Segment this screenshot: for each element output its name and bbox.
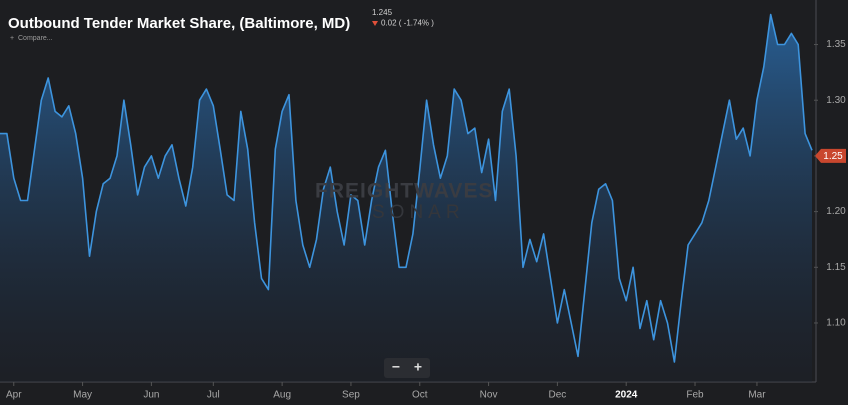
watermark: SONAR — [372, 202, 465, 223]
change: 0.02 ( -1.74% ) — [381, 19, 434, 28]
x-tick-label: Nov — [480, 390, 498, 401]
x-tick-label: Jul — [207, 390, 220, 401]
y-tick-label: 1.10 — [826, 318, 846, 329]
x-tick-label: Aug — [273, 390, 291, 401]
area — [0, 14, 812, 382]
x-tick-label: Oct — [412, 390, 428, 401]
header-value: 1.245 — [372, 8, 393, 17]
plot — [0, 0, 818, 386]
down-arrow — [372, 21, 378, 26]
line — [0, 13, 813, 363]
y-tick-label: 1.35 — [826, 39, 846, 50]
x-tick-label: May — [73, 390, 92, 401]
x-tick-label: Sep — [342, 390, 360, 401]
x-tick-label: Mar — [748, 390, 766, 401]
watermark: FREIGHTWAVES — [315, 180, 493, 203]
last-value-badge — [815, 148, 846, 163]
chart-title: Outbound Tender Market Share, (Baltimore… — [8, 15, 350, 32]
zoom-out[interactable]: − — [392, 359, 400, 375]
y-tick-label: 1.15 — [826, 262, 846, 273]
x-tick-label: Feb — [686, 390, 704, 401]
zoom-in[interactable]: + — [414, 359, 422, 375]
x-tick-label: Dec — [548, 390, 566, 401]
y-tick-label: 1.20 — [826, 206, 846, 217]
compare-icon[interactable]: + — [10, 35, 14, 42]
last-value-label: 1.25 — [823, 151, 843, 162]
x-tick-label: 2024 — [615, 390, 638, 401]
zoom-panel — [384, 358, 430, 378]
y-tick-label: 1.30 — [826, 95, 846, 106]
x-tick-label: Apr — [6, 390, 22, 401]
x-tick-label: Jun — [143, 390, 159, 401]
compare-button[interactable]: Compare... — [18, 35, 53, 42]
